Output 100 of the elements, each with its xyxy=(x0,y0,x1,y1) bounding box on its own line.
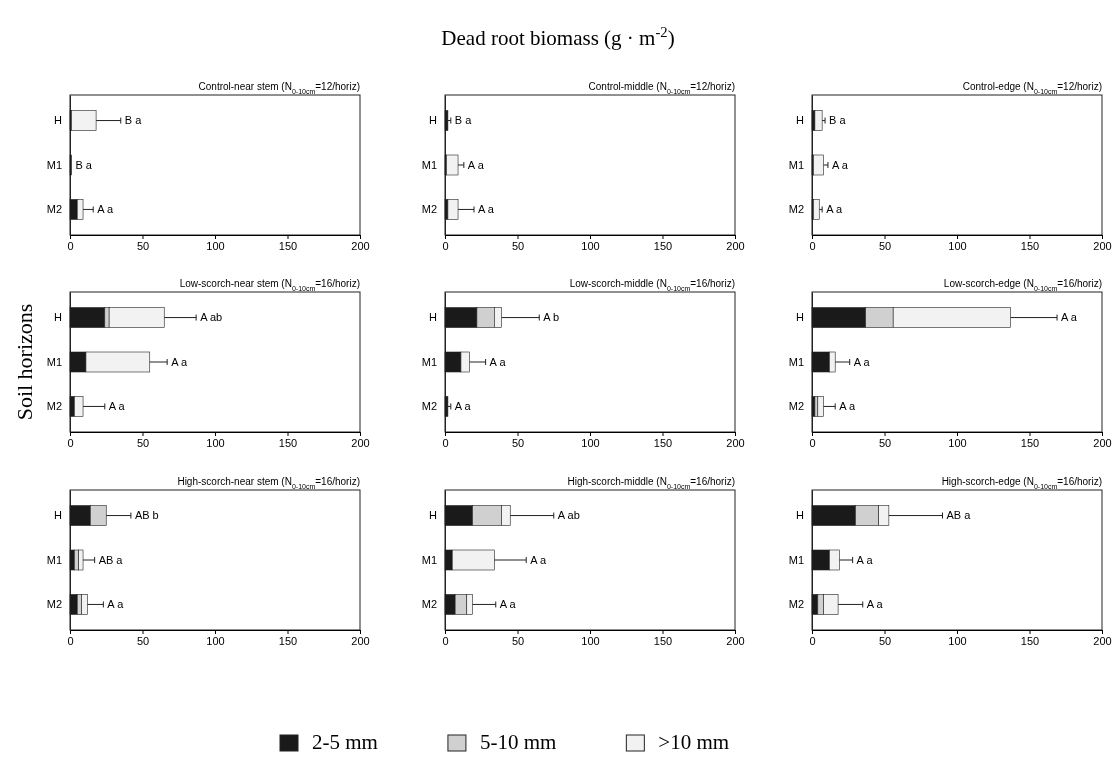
y-tick-label: M2 xyxy=(421,399,437,412)
y-tick-label: H xyxy=(54,114,63,127)
chart-title: Control-near stem (N$_{0-10cm}$=12/horiz) xyxy=(198,81,360,95)
y-tick-label: H xyxy=(429,114,438,127)
annotation: A a xyxy=(108,400,126,413)
x-tick-label: 100 xyxy=(581,436,600,449)
x-tick-label: 50 xyxy=(878,634,892,647)
chart-title: Low-scorch-edge (N$_{0-10cm}$=16/horiz) xyxy=(943,278,1102,292)
x-tick-label: 100 xyxy=(581,239,600,252)
annotation: A a xyxy=(853,355,871,368)
annotation: A a xyxy=(856,553,874,566)
chart-title: High-scorch-middle (N$_{0-10cm}$=16/horiz) xyxy=(567,476,735,490)
x-tick-label: 0 xyxy=(442,634,449,647)
x-tick-label: 200 xyxy=(351,634,370,647)
y-axis-title: Soil horizons xyxy=(12,303,37,421)
annotation: A a xyxy=(171,355,188,368)
annotation: A a xyxy=(826,203,843,216)
annotation: A b xyxy=(543,311,560,324)
y-tick-label: H xyxy=(796,509,805,522)
annotation: A a xyxy=(1061,311,1078,324)
x-tick-label: 0 xyxy=(442,239,449,252)
x-tick-label: 200 xyxy=(1093,634,1112,647)
y-tick-label: M1 xyxy=(788,553,804,566)
annotation: B a xyxy=(829,114,847,127)
annotation: A a xyxy=(107,598,125,611)
x-tick-label: 50 xyxy=(511,239,525,252)
text: Dead root biomass (g · m$^{-2}$) xyxy=(441,24,675,50)
chart-title: Low-scorch-middle (N$_{0-10cm}$=16/horiz) xyxy=(569,278,735,292)
x-tick-label: 150 xyxy=(278,634,298,647)
y-tick-label: M2 xyxy=(421,202,437,215)
annotation: A a xyxy=(839,400,856,413)
x-tick-label: 150 xyxy=(1020,239,1040,252)
x-tick-label: 200 xyxy=(726,239,745,252)
x-tick-label: 150 xyxy=(1020,436,1040,449)
annotation: A ab xyxy=(200,311,223,324)
annotation: B a xyxy=(75,158,93,171)
y-tick-label: M2 xyxy=(421,597,437,610)
x-tick-label: 150 xyxy=(653,436,673,449)
y-tick-label: M1 xyxy=(421,158,437,171)
x-tick-label: 50 xyxy=(511,436,525,449)
x-tick-label: 100 xyxy=(581,634,600,647)
annotation: A a xyxy=(499,598,517,611)
x-tick-label: 50 xyxy=(136,239,150,252)
chart-title: Control-middle (N$_{0-10cm}$=12/horiz) xyxy=(588,81,735,95)
x-tick-label: 150 xyxy=(278,239,298,252)
x-tick-label: 150 xyxy=(653,239,673,252)
annotation: A ab xyxy=(557,509,580,522)
y-tick-label: M1 xyxy=(788,355,804,368)
x-tick-label: 200 xyxy=(1093,239,1112,252)
chart-title: High-scorch-near stem (N$_{0-10cm}$=16/horiz) xyxy=(177,476,360,490)
annotation: A a xyxy=(489,355,507,368)
y-tick-label: M1 xyxy=(788,158,804,171)
annotation: A a xyxy=(530,553,547,566)
annotation: A a xyxy=(467,158,485,171)
x-tick-label: 0 xyxy=(67,436,74,449)
y-tick-label: H xyxy=(54,311,63,324)
y-tick-label: M1 xyxy=(46,553,62,566)
y-tick-label: M2 xyxy=(46,597,62,610)
x-tick-label: 50 xyxy=(511,634,525,647)
annotation: B a xyxy=(454,114,473,127)
chart-title: Control-edge (N$_{0-10cm}$=12/horiz) xyxy=(962,81,1102,95)
legend-label: 5-10 mm xyxy=(479,730,557,754)
x-tick-label: 0 xyxy=(809,239,816,252)
annotation: A a xyxy=(866,598,884,611)
legend-label: >10 mm xyxy=(658,730,730,754)
annotation: AB b xyxy=(134,509,159,522)
x-tick-label: 50 xyxy=(878,239,892,252)
legend-label: 2-5 mm xyxy=(312,730,378,754)
annotation: A a xyxy=(478,203,495,216)
annotation: AB a xyxy=(98,553,124,566)
y-tick-label: M2 xyxy=(46,202,62,215)
x-tick-label: 150 xyxy=(653,634,673,647)
x-tick-label: 100 xyxy=(948,436,967,449)
y-tick-label: M2 xyxy=(46,399,62,412)
x-tick-label: 100 xyxy=(948,634,967,647)
y-tick-label: M1 xyxy=(46,158,62,171)
y-tick-label: M2 xyxy=(788,202,804,215)
x-tick-label: 100 xyxy=(948,239,967,252)
x-tick-label: 0 xyxy=(809,436,816,449)
y-tick-label: M2 xyxy=(788,399,804,412)
chart-title: High-scorch-edge (N$_{0-10cm}$=16/horiz) xyxy=(941,476,1102,490)
x-tick-label: 0 xyxy=(67,634,74,647)
x-tick-label: 100 xyxy=(206,634,225,647)
annotation: A a xyxy=(97,203,114,216)
y-tick-label: H xyxy=(796,114,805,127)
x-tick-label: 200 xyxy=(351,436,370,449)
annotation: A a xyxy=(831,158,849,171)
y-tick-label: M1 xyxy=(421,355,437,368)
x-tick-label: 100 xyxy=(206,239,225,252)
x-tick-label: 150 xyxy=(278,436,298,449)
x-tick-label: 0 xyxy=(442,436,449,449)
x-tick-label: 50 xyxy=(878,436,892,449)
annotation: AB a xyxy=(946,509,972,522)
y-tick-label: H xyxy=(796,311,805,324)
annotation: B a xyxy=(124,114,143,127)
x-tick-label: 0 xyxy=(67,239,74,252)
x-tick-label: 50 xyxy=(136,634,150,647)
y-tick-label: M1 xyxy=(421,553,437,566)
y-tick-label: H xyxy=(429,509,438,522)
annotation: A a xyxy=(454,400,472,413)
